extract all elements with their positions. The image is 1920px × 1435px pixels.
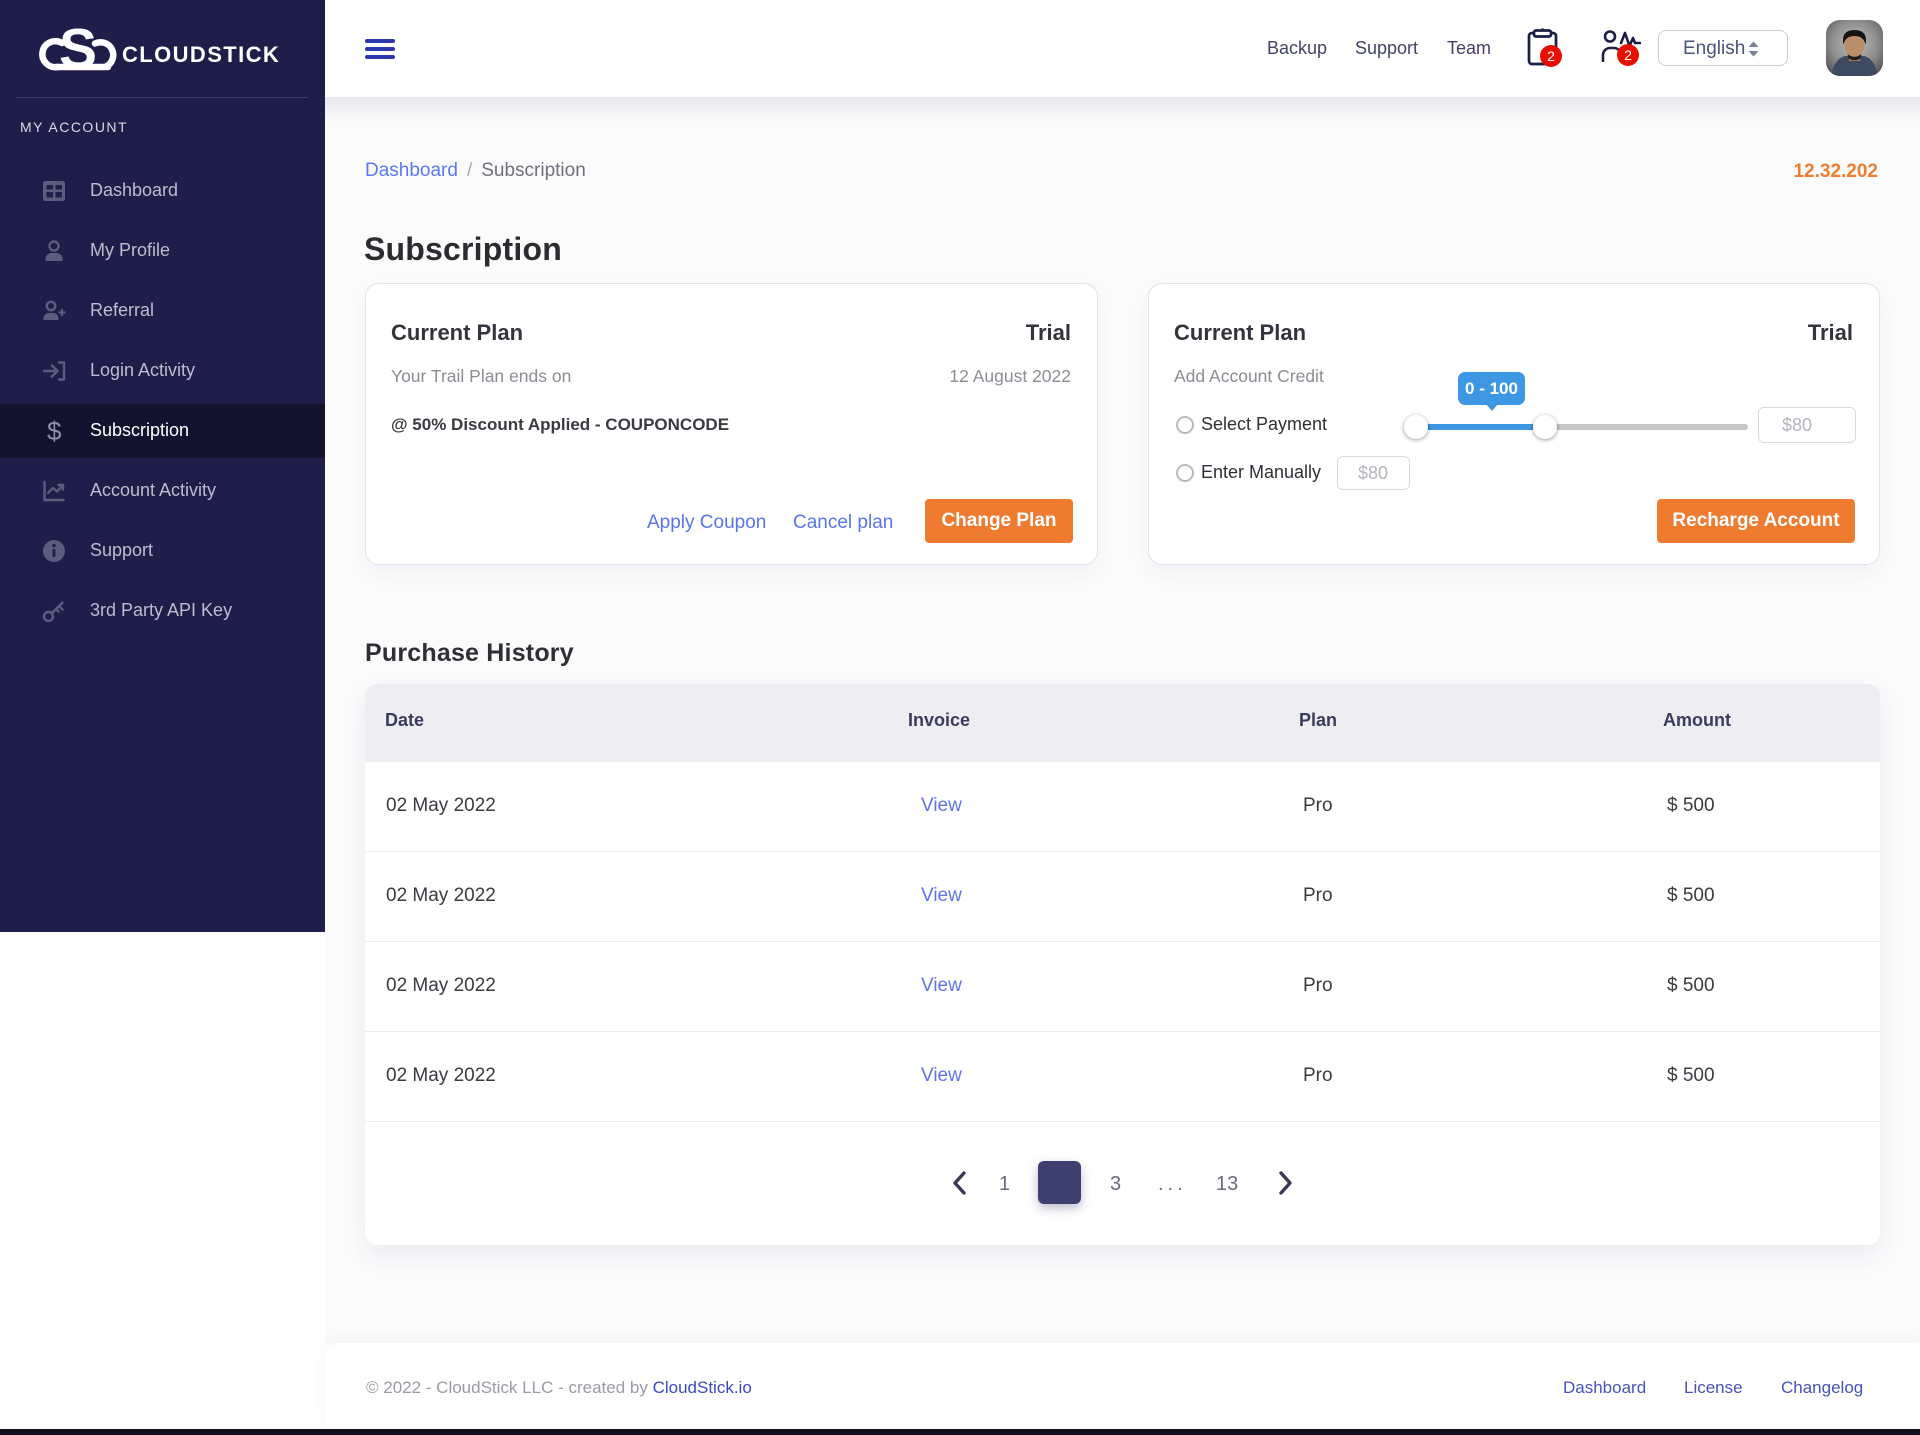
svg-text:CLOUDSTICK: CLOUDSTICK [122,42,280,67]
svg-text:$: $ [47,417,62,445]
svg-text:S: S [59,22,97,78]
